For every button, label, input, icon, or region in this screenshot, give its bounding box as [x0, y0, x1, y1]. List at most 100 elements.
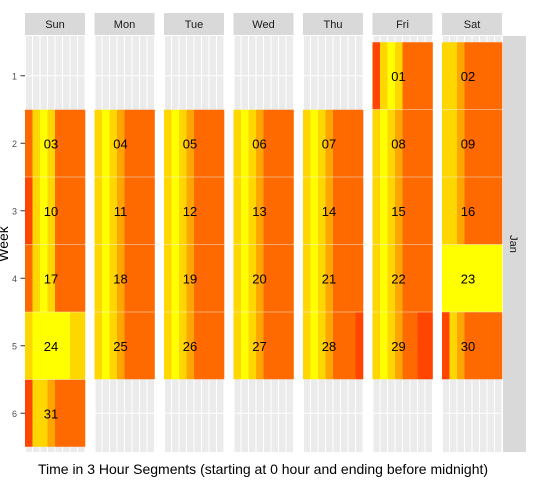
day-tile-07: 07 — [303, 109, 364, 177]
y-tick-label: 4 — [12, 274, 17, 284]
day-label: 11 — [114, 204, 128, 219]
segment-cell — [25, 109, 33, 177]
day-tile-19: 19 — [164, 244, 225, 312]
day-tile-12: 12 — [164, 177, 225, 245]
segment-cell — [241, 312, 249, 380]
segment-cell — [318, 312, 326, 380]
segment-cell — [25, 177, 33, 245]
segment-cell — [32, 312, 41, 380]
segment-cell — [395, 244, 403, 312]
segment-cell — [464, 244, 473, 312]
segment-cell — [117, 244, 125, 312]
day-tile-24: 24 — [25, 312, 86, 380]
day-tile-16: 16 — [442, 177, 503, 245]
segment-cell — [494, 312, 503, 380]
segment-cell — [355, 312, 364, 380]
segment-cell — [55, 244, 63, 312]
segment-cell — [494, 42, 503, 110]
segment-cell — [55, 312, 63, 380]
segment-cell — [479, 312, 488, 380]
segment-cell — [472, 109, 480, 177]
segment-cell — [425, 42, 433, 110]
day-label: 22 — [391, 271, 405, 286]
segment-cell — [201, 244, 210, 312]
segment-cell — [442, 109, 450, 177]
segment-cell — [248, 177, 257, 245]
segment-cell — [303, 109, 311, 177]
segment-cell — [102, 109, 110, 177]
segment-cell — [70, 379, 78, 447]
day-tile-27: 27 — [233, 312, 294, 380]
segment-cell — [355, 109, 364, 177]
segment-cell — [209, 177, 217, 245]
day-label: 07 — [322, 136, 336, 151]
segment-cell — [47, 312, 56, 380]
segment-cell — [186, 244, 195, 312]
segment-cell — [340, 244, 349, 312]
day-tile-22: 22 — [372, 244, 433, 312]
segment-cell — [303, 312, 311, 380]
y-tick-5: 5 — [12, 341, 25, 351]
segment-cell — [442, 244, 450, 312]
segment-cell — [209, 312, 217, 380]
segment-cell — [457, 312, 465, 380]
x-axis-label: Time in 3 Hour Segments (starting at 0 h… — [38, 461, 488, 477]
day-label: 23 — [461, 271, 475, 286]
y-axis-label: Week — [0, 225, 11, 262]
segment-cell — [40, 379, 48, 447]
day-tile-21: 21 — [303, 244, 364, 312]
segment-cell — [32, 379, 41, 447]
segment-cell — [464, 42, 473, 110]
day-tile-05: 05 — [164, 109, 225, 177]
day-label: 26 — [183, 339, 197, 354]
facet-strip-tue: Tue — [164, 13, 224, 35]
segment-cell — [62, 379, 71, 447]
segment-cell — [62, 177, 71, 245]
day-label: 27 — [252, 339, 266, 354]
segment-cell — [410, 244, 418, 312]
segment-cell — [62, 244, 71, 312]
segment-cell — [201, 177, 210, 245]
segment-cell — [340, 312, 349, 380]
segment-cell — [472, 244, 480, 312]
day-label: 05 — [183, 136, 197, 151]
segment-cell — [387, 312, 396, 380]
segment-cell — [25, 244, 33, 312]
day-label: 15 — [391, 204, 405, 219]
segment-cell — [487, 109, 495, 177]
segment-cell — [117, 177, 125, 245]
day-label: 18 — [113, 271, 127, 286]
day-tile-28: 28 — [303, 312, 364, 380]
segment-cell — [410, 42, 418, 110]
row-facet-strip-label: Jan — [507, 235, 519, 253]
segment-cell — [425, 109, 433, 177]
y-tick-6: 6 — [12, 409, 25, 419]
segment-cell — [47, 177, 56, 245]
segment-cell — [286, 109, 294, 177]
segment-cell — [124, 109, 133, 177]
segment-cell — [395, 109, 403, 177]
segment-cell — [457, 109, 465, 177]
segment-cell — [216, 109, 225, 177]
y-axis: 1 2 3 4 5 6 — [12, 71, 25, 419]
segment-cell — [494, 109, 503, 177]
segment-cell — [132, 312, 140, 380]
segment-cell — [494, 244, 503, 312]
segment-cell — [457, 244, 465, 312]
segment-cell — [124, 312, 133, 380]
segment-cell — [179, 109, 187, 177]
segment-cell — [395, 42, 403, 110]
segment-cell — [171, 109, 180, 177]
segment-cell — [278, 312, 287, 380]
segment-cell — [70, 177, 78, 245]
day-label: 28 — [322, 339, 336, 354]
segment-cell — [102, 177, 110, 245]
day-label: 16 — [461, 204, 475, 219]
segment-cell — [233, 109, 242, 177]
day-label: 03 — [44, 136, 58, 151]
day-tile-14: 14 — [303, 177, 364, 245]
day-label: 29 — [391, 339, 405, 354]
day-label: 04 — [113, 136, 127, 151]
segment-cell — [472, 312, 480, 380]
segment-cell — [256, 177, 264, 245]
